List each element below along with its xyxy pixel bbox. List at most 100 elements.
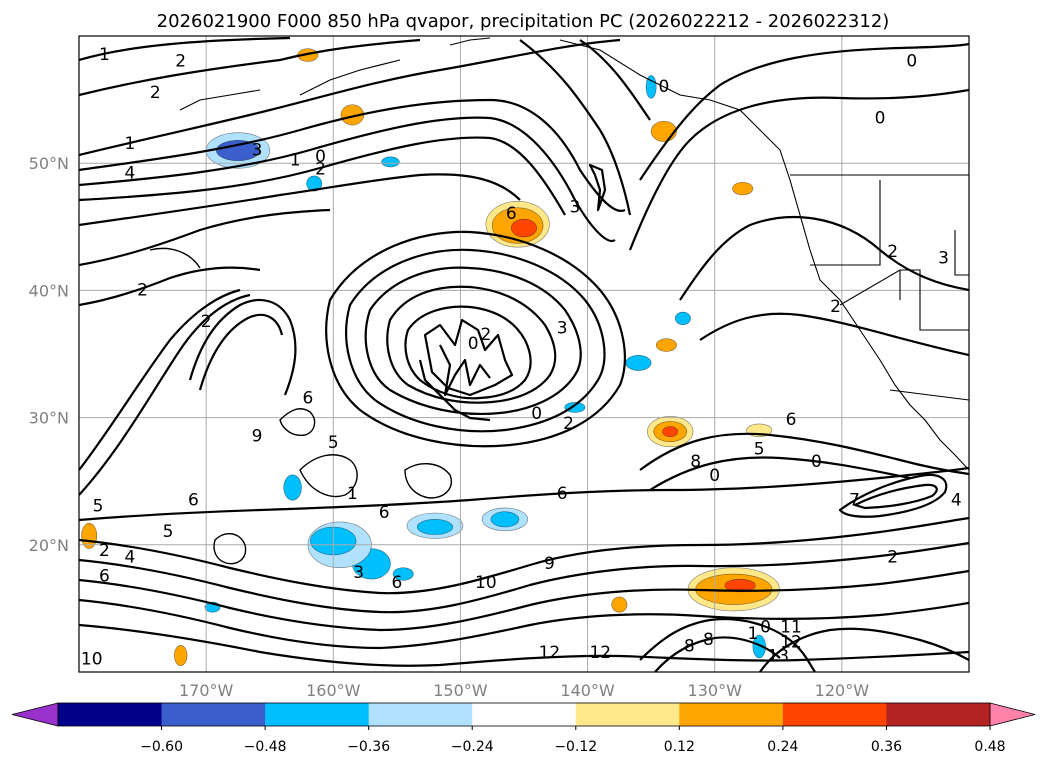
map-frame <box>78 35 970 673</box>
contour-line <box>79 516 969 595</box>
contour-line <box>79 38 421 97</box>
contour-label: 11 <box>780 617 802 637</box>
contour-line <box>639 618 816 672</box>
contour-label: 1 <box>347 484 358 504</box>
island-coast <box>449 37 491 46</box>
contour-label: 2 <box>175 51 186 71</box>
contour-line <box>299 454 358 497</box>
contour-line <box>198 313 284 391</box>
x-tick-label: 130°W <box>688 681 743 700</box>
contour-line <box>386 285 557 404</box>
contour-label: 2 <box>887 548 898 568</box>
contour-label: 2 <box>150 83 161 103</box>
coastline <box>559 39 969 471</box>
colorbar-tick-label: −0.24 <box>451 739 494 755</box>
contour-label: 2 <box>137 280 148 300</box>
contour-line <box>79 98 626 213</box>
contour-line <box>418 359 491 422</box>
contour-label: 10 <box>475 573 497 593</box>
colorbar: −0.60 −0.48 −0.36 −0.24 −0.12 0.12 0.24 0.36 0.4… <box>11 702 1036 755</box>
contour-label: 12 <box>589 643 611 663</box>
contour-line <box>79 598 969 650</box>
precip-shade-neg-0.36 <box>392 567 414 581</box>
longitude-axis: 170°W 160°W 150°W 140°W 130°W 120°W <box>179 681 869 700</box>
contour-line <box>639 42 969 181</box>
contour-line <box>404 305 532 400</box>
contour-label: 5 <box>163 522 174 542</box>
contour-label: 7 <box>849 490 860 510</box>
contour-label: 1 <box>747 624 758 644</box>
contour-line <box>423 318 514 397</box>
contour-label: 0 <box>811 452 822 472</box>
colorbar-tick-label: 0.36 <box>871 739 902 755</box>
contour-label: 1 <box>124 134 135 154</box>
contour-line <box>79 38 621 157</box>
contour-line <box>79 466 969 522</box>
colorbar-tick-label: −0.60 <box>140 739 183 755</box>
contour-line <box>838 473 948 518</box>
contour-label: 12 <box>539 643 561 663</box>
contour-label: 8 <box>690 452 701 472</box>
colorbar-segment <box>58 703 163 726</box>
contour-label: 9 <box>252 427 263 447</box>
contour-label: 3 <box>938 249 949 269</box>
contour-line <box>79 541 969 614</box>
colorbar-tick-label: 0.24 <box>767 739 798 755</box>
state-border <box>889 389 969 401</box>
precip-shade-neg-0.36 <box>645 75 657 99</box>
colorbar-extend-max <box>989 702 1036 727</box>
colorbar-segment <box>161 703 266 726</box>
precip-shade-pos-0.36 <box>724 578 756 593</box>
contour-line <box>79 173 521 227</box>
contour-line <box>649 456 911 491</box>
contour-label: 8 <box>684 637 695 657</box>
contour-line <box>588 163 607 212</box>
contour-line <box>345 248 606 433</box>
precip-shade-pos-0.24 <box>611 596 628 613</box>
precip-shade-pos-0.36 <box>510 218 538 238</box>
contour-label: 6 <box>557 484 568 504</box>
colorbar-tick-label: 0.48 <box>974 739 1005 755</box>
contour-label: 5 <box>754 439 765 459</box>
colorbar-segment <box>575 703 680 726</box>
contour-label: 2 <box>480 325 491 345</box>
contour-line <box>149 247 201 269</box>
contour-line <box>853 483 938 510</box>
contour-label: 0 <box>709 466 720 486</box>
contour-label: 0 <box>658 77 669 97</box>
contour-label: 3 <box>569 198 580 218</box>
contour-line <box>79 136 566 216</box>
state-border <box>954 230 969 276</box>
contour-label: 0 <box>315 147 326 167</box>
precip-shade-pos-0.24 <box>174 644 188 666</box>
contour-label: 12 <box>780 633 802 653</box>
contour-line <box>279 408 316 437</box>
contour-line <box>325 230 626 448</box>
colorbar-segment <box>368 703 473 726</box>
precip-shade-neg-0.36 <box>674 311 691 326</box>
contour-label: 6 <box>99 567 110 587</box>
precip-shade-neg-0.36 <box>490 511 520 528</box>
precip-shade-neg-0.36 <box>381 156 400 168</box>
precip-shade-neg-0.36 <box>752 634 766 659</box>
contour-label: 5 <box>328 433 339 453</box>
precip-shade-neg-0.36 <box>306 175 323 192</box>
colorbar-tick-label: −0.48 <box>244 739 287 755</box>
colorbar-outline <box>57 702 991 727</box>
colorbar-tick-label: −0.12 <box>554 739 597 755</box>
contour-line <box>364 266 582 416</box>
coastlines-borders <box>179 37 969 471</box>
contour-label: 9 <box>544 554 555 574</box>
contour-line <box>579 39 651 121</box>
contour-label: 6 <box>506 204 517 224</box>
contour-line <box>404 463 452 499</box>
precip-shade-neg-0.36 <box>283 474 302 501</box>
precip-shade-neg-0.36 <box>625 354 652 371</box>
y-tick-label: 30°N <box>29 409 69 428</box>
colorbar-tick-label: −0.36 <box>347 739 390 755</box>
contour-label: 0 <box>906 51 917 71</box>
chart-title: 2026021900 F000 850 hPa qvapor, precipit… <box>157 11 890 32</box>
contour-line <box>79 623 969 667</box>
